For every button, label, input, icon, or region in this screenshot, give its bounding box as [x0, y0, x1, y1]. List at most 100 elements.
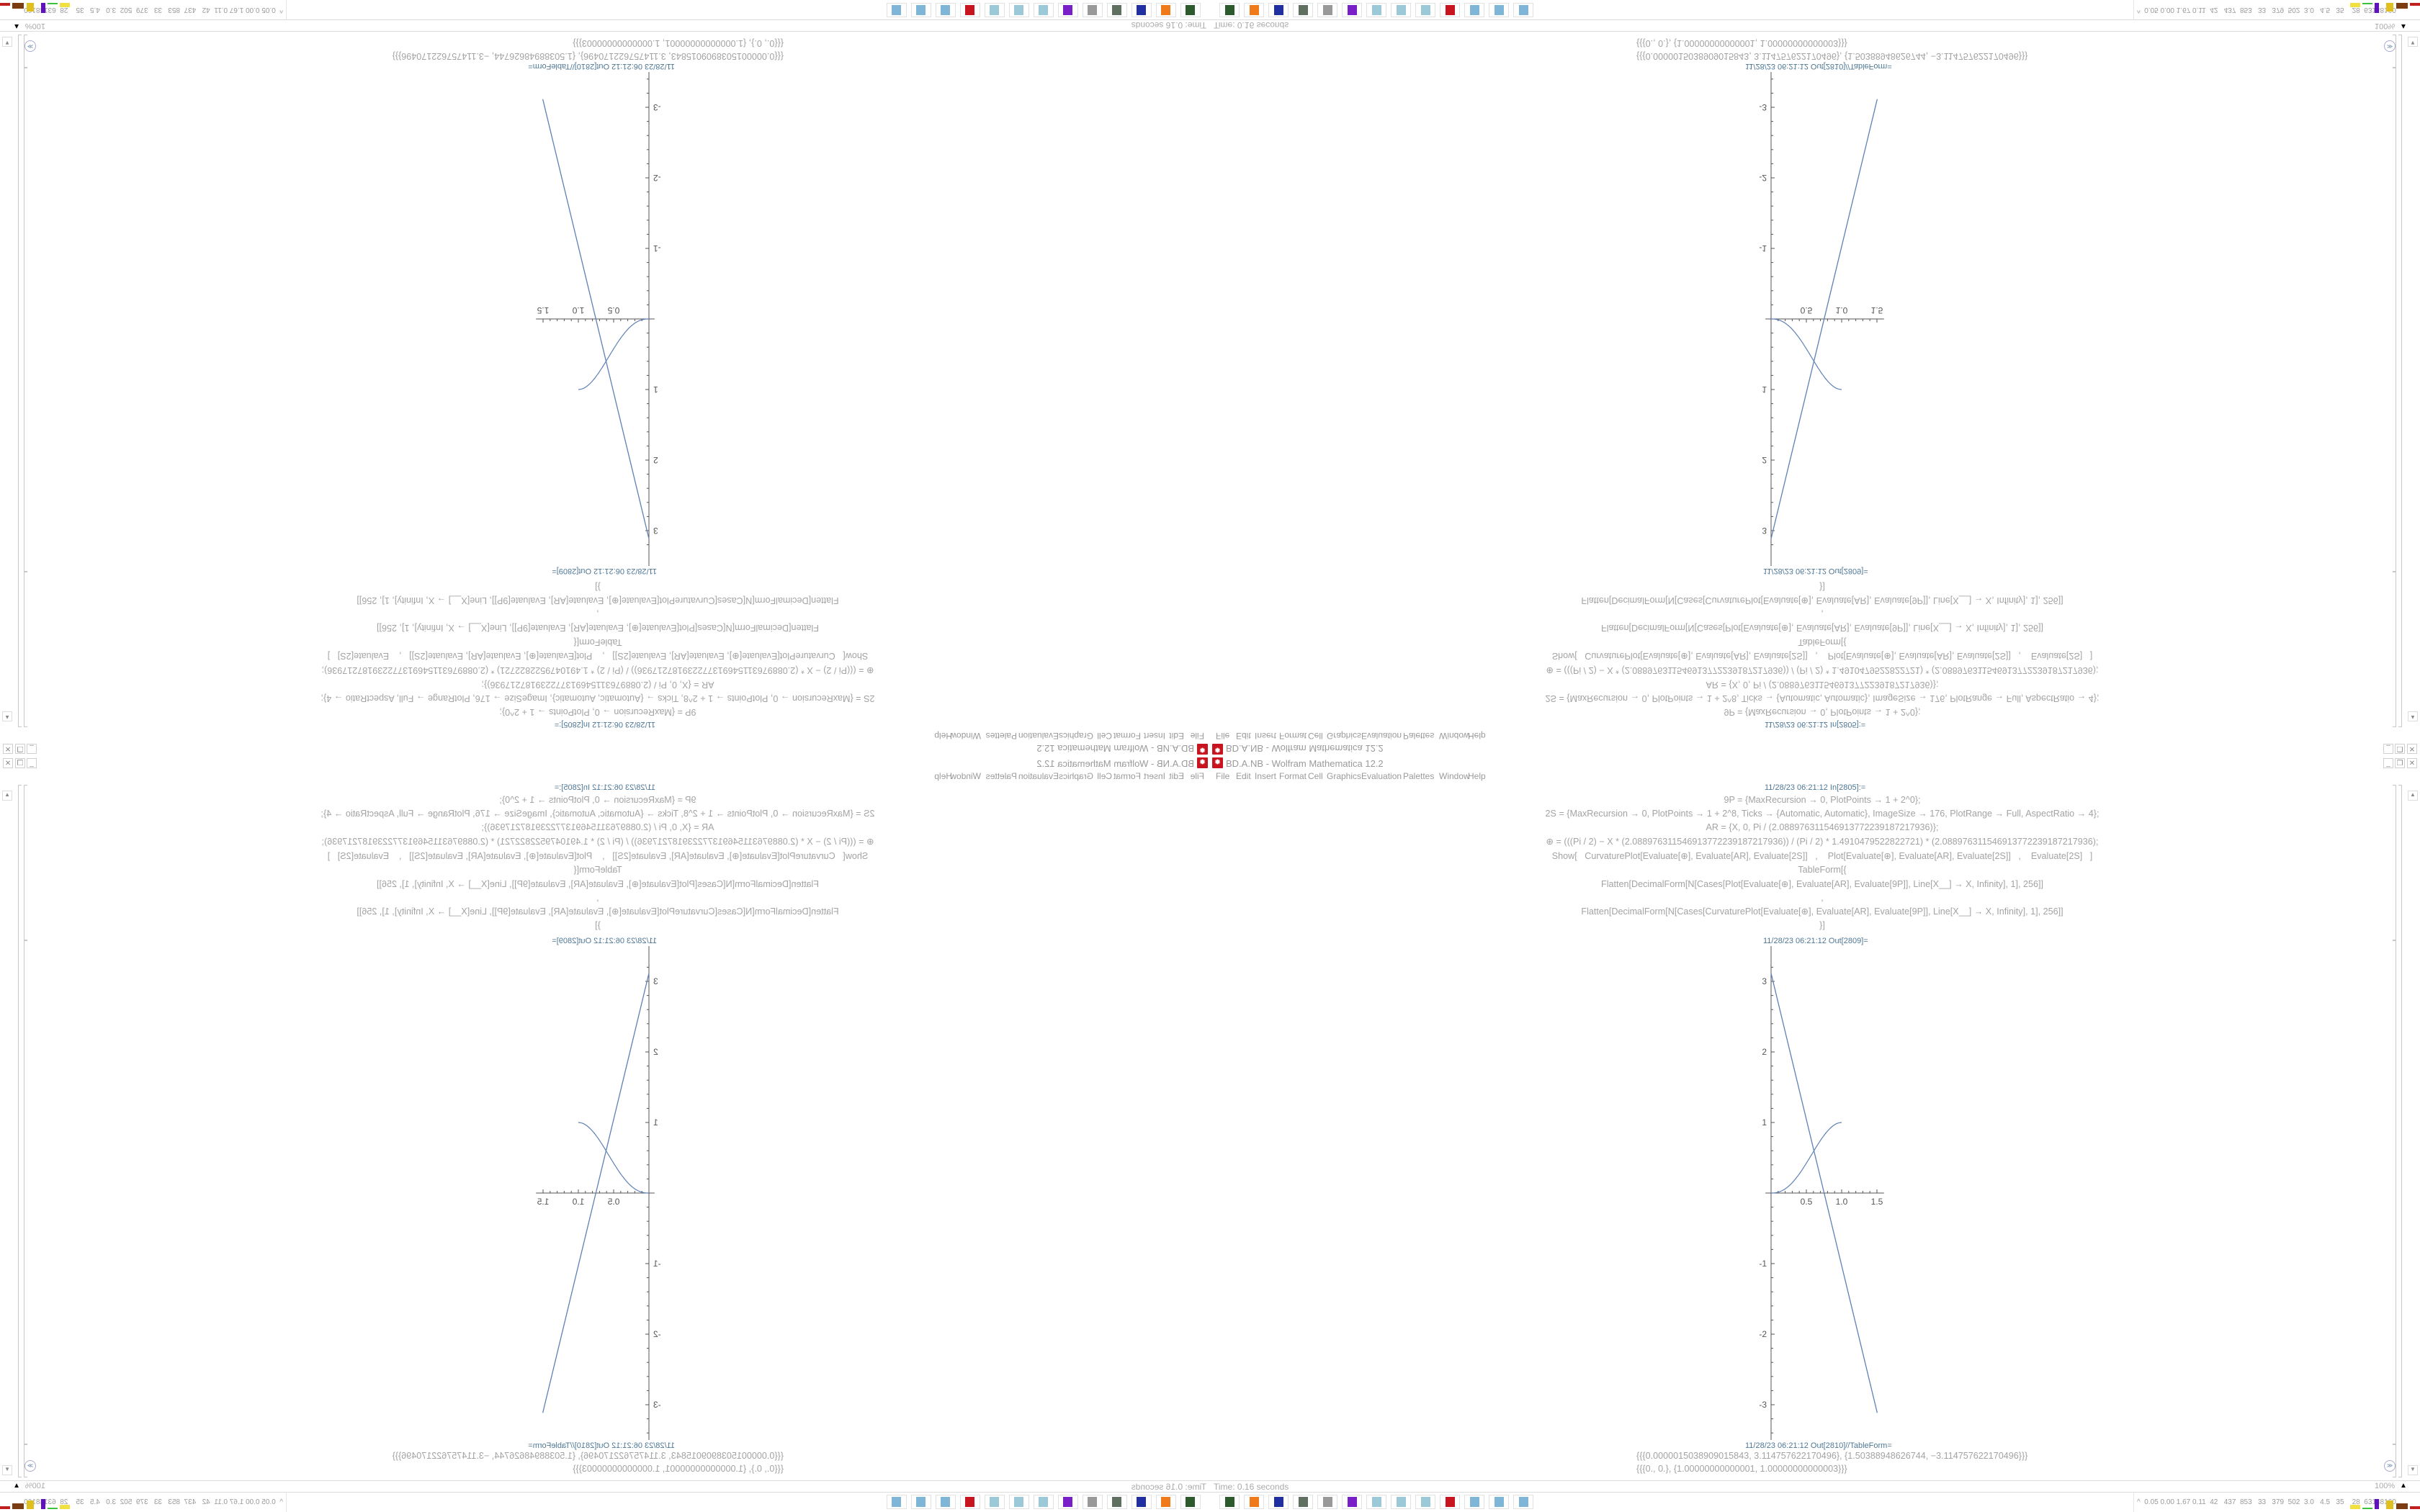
minimize-button[interactable]: _ — [2383, 758, 2393, 768]
taskbar-button[interactable] — [1083, 1495, 1103, 1509]
menu-window[interactable]: Window — [950, 771, 981, 781]
menu-graphics[interactable]: Graphics — [1058, 731, 1093, 741]
menu-edit[interactable]: Edit — [1236, 771, 1251, 781]
taskbar-button[interactable] — [1219, 3, 1240, 17]
taskbar-button[interactable] — [1342, 1495, 1362, 1509]
taskbar-button[interactable] — [1513, 3, 1533, 17]
restore-button[interactable]: ❐ — [2395, 758, 2405, 768]
menu-format[interactable]: Format — [1113, 771, 1141, 781]
menu-evaluation[interactable]: Evaluation — [1018, 731, 1059, 741]
taskbar-button[interactable] — [936, 1495, 956, 1509]
menu-window[interactable]: Window — [950, 731, 981, 741]
taskbar-button[interactable] — [1489, 1495, 1509, 1509]
group-bracket[interactable] — [2398, 35, 2402, 727]
close-button[interactable]: ✕ — [3, 744, 13, 754]
minimize-button[interactable]: _ — [27, 758, 37, 768]
taskbar-button[interactable] — [936, 3, 956, 17]
menu-help[interactable]: Help — [934, 731, 952, 741]
taskbar-button[interactable] — [1464, 3, 1484, 17]
taskbar-button[interactable] — [1415, 3, 1435, 17]
zoom-level[interactable]: 100% — [2375, 22, 2396, 30]
taskbar-button[interactable] — [1219, 1495, 1240, 1509]
taskbar-button[interactable] — [911, 1495, 931, 1509]
menu-insert[interactable]: Insert — [1255, 771, 1277, 781]
taskbar-button[interactable] — [1391, 1495, 1411, 1509]
menu-file[interactable]: File — [1190, 731, 1204, 741]
taskbar-button[interactable] — [1317, 3, 1337, 17]
group-bracket[interactable] — [2398, 785, 2402, 1477]
menu-format[interactable]: Format — [1279, 771, 1307, 781]
cell-insert-button[interactable]: ≫ — [2384, 40, 2396, 52]
scroll-up-button[interactable]: ▲ — [2408, 791, 2418, 801]
taskbar-button[interactable] — [1009, 1495, 1029, 1509]
taskbar-button[interactable] — [1293, 3, 1313, 17]
menu-evaluation[interactable]: Evaluation — [1361, 731, 1402, 741]
menu-evaluation[interactable]: Evaluation — [1018, 771, 1059, 781]
menu-graphics[interactable]: Graphics — [1327, 771, 1362, 781]
taskbar-button[interactable] — [985, 1495, 1005, 1509]
scroll-down-button[interactable]: ▼ — [2408, 1465, 2418, 1475]
zoom-menu-icon[interactable]: ▲ — [2400, 1482, 2407, 1490]
menu-edit[interactable]: Edit — [1169, 771, 1184, 781]
menu-help[interactable]: Help — [934, 771, 952, 781]
menu-file[interactable]: File — [1216, 731, 1230, 741]
minimize-button[interactable]: _ — [2383, 744, 2393, 754]
cell-bracket[interactable] — [2393, 940, 2396, 1445]
menu-palettes[interactable]: Palettes — [985, 771, 1017, 781]
taskbar-button[interactable] — [1317, 1495, 1337, 1509]
taskbar-button[interactable] — [1083, 3, 1103, 17]
menu-format[interactable]: Format — [1279, 731, 1307, 741]
taskbar-button[interactable] — [1342, 3, 1362, 17]
restore-button[interactable]: ❐ — [15, 744, 25, 754]
cell-bracket[interactable] — [24, 67, 27, 572]
scroll-down-button[interactable]: ▼ — [2, 37, 12, 47]
zoom-menu-icon[interactable]: ▲ — [13, 1482, 20, 1490]
menu-graphics[interactable]: Graphics — [1327, 731, 1362, 741]
menu-palettes[interactable]: Palettes — [985, 731, 1017, 741]
cell-insert-button[interactable]: ≫ — [2384, 1460, 2396, 1472]
cell-bracket[interactable] — [24, 571, 27, 727]
menu-window[interactable]: Window — [1439, 771, 1470, 781]
scroll-down-button[interactable]: ▼ — [2, 1465, 12, 1475]
zoom-level[interactable]: 100% — [24, 1482, 45, 1490]
taskbar-button[interactable] — [960, 1495, 980, 1509]
cell-bracket[interactable] — [2393, 571, 2396, 727]
taskbar-button[interactable] — [1513, 1495, 1533, 1509]
menu-cell[interactable]: Cell — [1097, 771, 1112, 781]
taskbar-button[interactable] — [1366, 1495, 1386, 1509]
taskbar-button[interactable] — [1131, 3, 1152, 17]
taskbar-button[interactable] — [1268, 1495, 1289, 1509]
restore-button[interactable]: ❐ — [15, 758, 25, 768]
taskbar-button[interactable] — [1268, 3, 1289, 17]
menu-evaluation[interactable]: Evaluation — [1361, 771, 1402, 781]
menu-file[interactable]: File — [1190, 771, 1204, 781]
menu-format[interactable]: Format — [1113, 731, 1141, 741]
cell-bracket[interactable] — [2393, 785, 2396, 941]
taskbar-button[interactable] — [887, 3, 907, 17]
scroll-up-button[interactable]: ▲ — [2, 791, 12, 801]
taskbar-button[interactable] — [1058, 1495, 1078, 1509]
close-button[interactable]: ✕ — [2407, 758, 2417, 768]
cell-insert-button[interactable]: ≫ — [24, 1460, 36, 1472]
cell-bracket[interactable] — [24, 785, 27, 941]
taskbar-button[interactable] — [960, 3, 980, 17]
close-button[interactable]: ✕ — [3, 758, 13, 768]
taskbar-button[interactable] — [1058, 3, 1078, 17]
taskbar-button[interactable] — [1366, 3, 1386, 17]
zoom-level[interactable]: 100% — [2375, 1482, 2396, 1490]
plot-graphic[interactable]: 0.5 1.0 1.5 -3 -2 -1 1 2 3 — [468, 945, 706, 1449]
taskbar-button[interactable] — [1131, 1495, 1152, 1509]
menu-cell[interactable]: Cell — [1097, 731, 1112, 741]
plot-graphic[interactable]: 0.5 1.0 1.5 -3 -2 -1 1 2 3 — [1714, 945, 1952, 1449]
menu-cell[interactable]: Cell — [1308, 731, 1323, 741]
zoom-menu-icon[interactable]: ▲ — [2400, 22, 2407, 30]
taskbar-button[interactable] — [1156, 3, 1176, 17]
group-bracket[interactable] — [18, 35, 22, 727]
taskbar-button[interactable] — [1034, 3, 1054, 17]
taskbar-button[interactable] — [887, 1495, 907, 1509]
cell-bracket[interactable] — [2393, 35, 2396, 68]
taskbar-button[interactable] — [1293, 1495, 1313, 1509]
scroll-down-button[interactable]: ▼ — [2408, 37, 2418, 47]
menu-graphics[interactable]: Graphics — [1058, 771, 1093, 781]
taskbar-button[interactable] — [1009, 3, 1029, 17]
